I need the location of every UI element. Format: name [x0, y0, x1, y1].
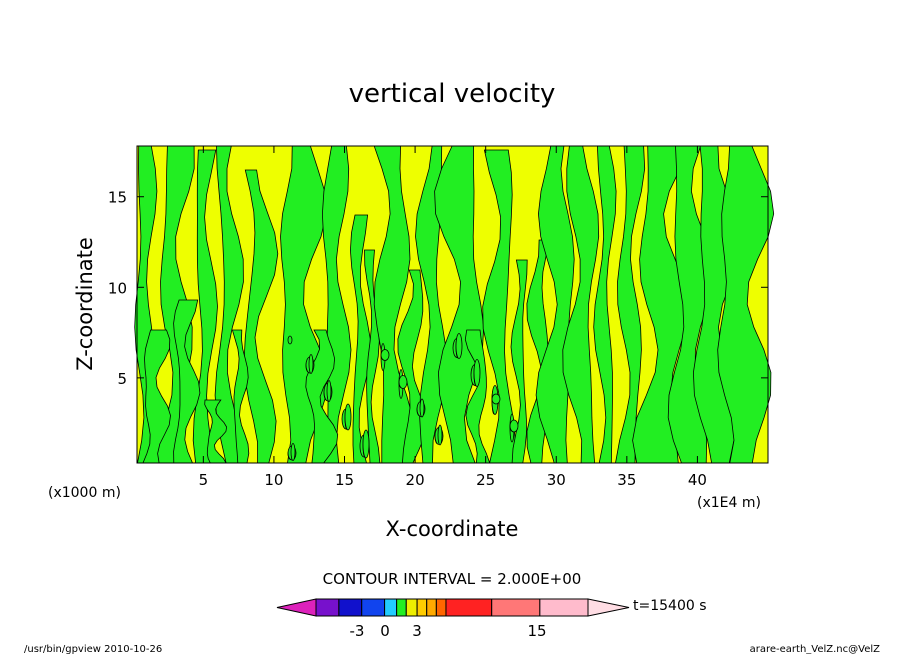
- chart-title: vertical velocity: [349, 79, 556, 109]
- colorbar-arrow-right: [587, 598, 630, 617]
- turbulent-cell: [308, 354, 314, 374]
- y-unit-label: (x1000 m): [48, 485, 121, 501]
- time-label: t=15400 s: [633, 598, 707, 614]
- x-tick-label: 30: [547, 471, 566, 489]
- turbulent-cell: [290, 443, 296, 461]
- colorbar-swatch: [426, 598, 437, 617]
- turbulent-cell: [509, 419, 519, 433]
- y-tick-label: 10: [108, 279, 127, 297]
- x-tick-label: 15: [335, 471, 354, 489]
- plot-area: 5 10 15 20 25 30 35 40 5 10 15: [108, 145, 775, 489]
- colorbar-swatch: [405, 598, 418, 617]
- colorbar-swatch: [539, 598, 589, 617]
- colorbar-swatch: [416, 598, 428, 617]
- footer-right: arare-earth_VelZ.nc@VelZ: [750, 644, 881, 654]
- x-ticks: 5 10 15 20 25 30 35 40: [199, 146, 707, 489]
- turbulent-cell: [380, 349, 390, 361]
- colorbar-arrow-left: [276, 598, 317, 617]
- turbulent-cell: [491, 393, 501, 405]
- contour-field: [134, 145, 775, 464]
- y-axis-title: Z-coordinate: [73, 237, 97, 371]
- colorbar: -3 0 3 15: [276, 598, 630, 640]
- colorbar-swatch: [384, 598, 398, 617]
- colorbar-swatch: [315, 598, 340, 617]
- x-axis-title: X-coordinate: [386, 517, 519, 541]
- colorbar-label: -3: [350, 622, 365, 640]
- colorbar-swatch: [396, 598, 407, 617]
- x-tick-label: 5: [199, 471, 209, 489]
- x-tick-label: 40: [688, 471, 707, 489]
- x-tick-label: 35: [617, 471, 636, 489]
- colorbar-swatch: [445, 598, 493, 617]
- x-tick-label: 20: [406, 471, 425, 489]
- x-tick-label: 10: [264, 471, 283, 489]
- colorbar-swatch: [361, 598, 386, 617]
- turbulent-cell: [473, 359, 481, 387]
- turbulent-cell: [419, 398, 425, 418]
- y-tick-label: 15: [108, 189, 127, 207]
- turbulent-cell: [326, 380, 332, 402]
- footer-left: /usr/bin/gpview 2010-10-26: [24, 644, 162, 654]
- turbulent-cell: [287, 335, 293, 345]
- plot-frame: [136, 145, 769, 464]
- y-ticks: 5 10 15: [108, 189, 768, 388]
- colorbar-swatch: [435, 598, 447, 617]
- y-tick-label: 5: [117, 370, 127, 388]
- turbulent-cell: [398, 375, 408, 389]
- colorbar-swatch: [491, 598, 541, 617]
- turbulent-cell: [455, 333, 463, 359]
- contour-interval-label: CONTOUR INTERVAL = 2.000E+00: [323, 570, 582, 588]
- colorbar-label: 0: [380, 622, 390, 640]
- x-tick-label: 25: [476, 471, 495, 489]
- colorbar-label: 3: [412, 622, 422, 640]
- colorbar-swatch: [338, 598, 363, 617]
- turbulent-cell: [362, 429, 370, 459]
- turbulent-cell: [344, 403, 352, 431]
- turbulent-cell: [437, 424, 443, 446]
- colorbar-label: 15: [527, 622, 546, 640]
- x-unit-label: (x1E4 m): [697, 495, 761, 511]
